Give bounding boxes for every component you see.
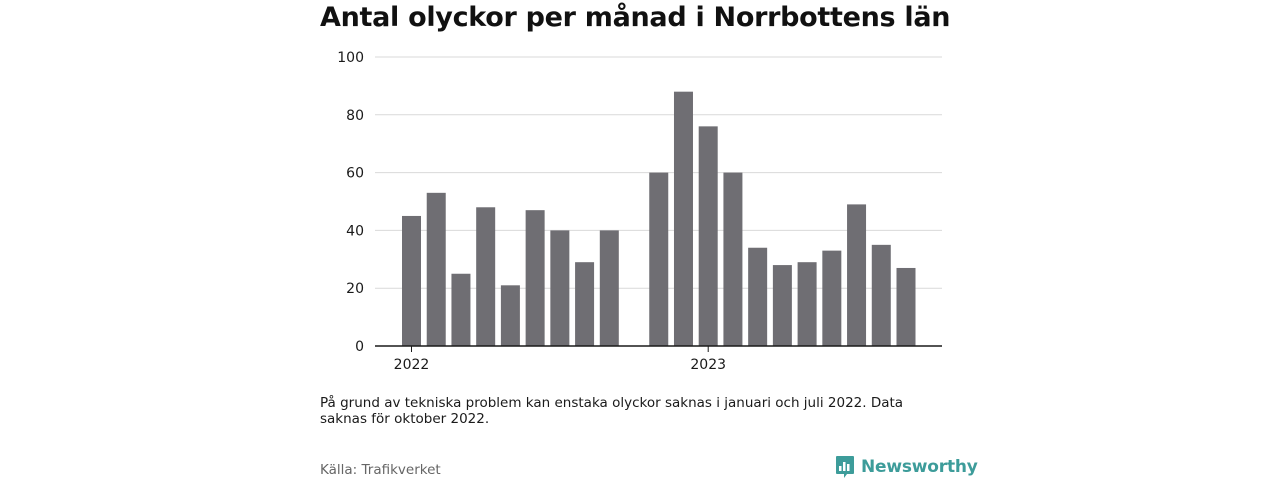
bars xyxy=(402,91,916,347)
bar xyxy=(402,215,421,346)
bar xyxy=(797,262,817,346)
y-tick-label: 0 xyxy=(355,339,364,355)
bar xyxy=(599,230,619,346)
footnote: På grund av tekniska problem kan enstaka… xyxy=(320,395,904,427)
bar xyxy=(500,285,520,346)
y-tick-label: 60 xyxy=(346,166,364,182)
bar xyxy=(723,172,743,346)
bar xyxy=(822,250,842,346)
bar xyxy=(649,172,669,346)
bar xyxy=(426,192,446,346)
bar xyxy=(575,262,595,346)
y-tick-label: 100 xyxy=(337,50,364,66)
bar xyxy=(550,230,570,346)
x-tick-label: 2022 xyxy=(394,357,430,373)
bar-chart: 0 20 40 60 80 100 2022 2023 xyxy=(337,50,942,373)
brand-name: Newsworthy xyxy=(861,457,978,477)
bar xyxy=(476,207,496,346)
x-tick-label: 2023 xyxy=(690,357,726,373)
bar xyxy=(525,210,545,346)
chart-title: Antal olyckor per månad i Norrbottens lä… xyxy=(320,2,951,33)
bar xyxy=(871,244,891,346)
y-tick-label: 40 xyxy=(346,223,364,239)
bar xyxy=(847,204,867,346)
bar xyxy=(673,91,693,347)
bar xyxy=(748,247,768,346)
bar xyxy=(698,126,718,346)
newsworthy-logo-icon xyxy=(836,456,854,478)
bar xyxy=(772,265,792,346)
x-axis-ticks: 2022 2023 xyxy=(394,346,726,373)
bar xyxy=(451,273,471,346)
y-tick-label: 20 xyxy=(346,281,364,297)
bar xyxy=(896,267,916,346)
brand-logo[interactable]: Newsworthy xyxy=(835,455,978,479)
y-tick-label: 80 xyxy=(346,108,364,124)
y-axis-tick-labels: 0 20 40 60 80 100 xyxy=(337,50,364,355)
source-note: Källa: Trafikverket xyxy=(320,462,441,478)
